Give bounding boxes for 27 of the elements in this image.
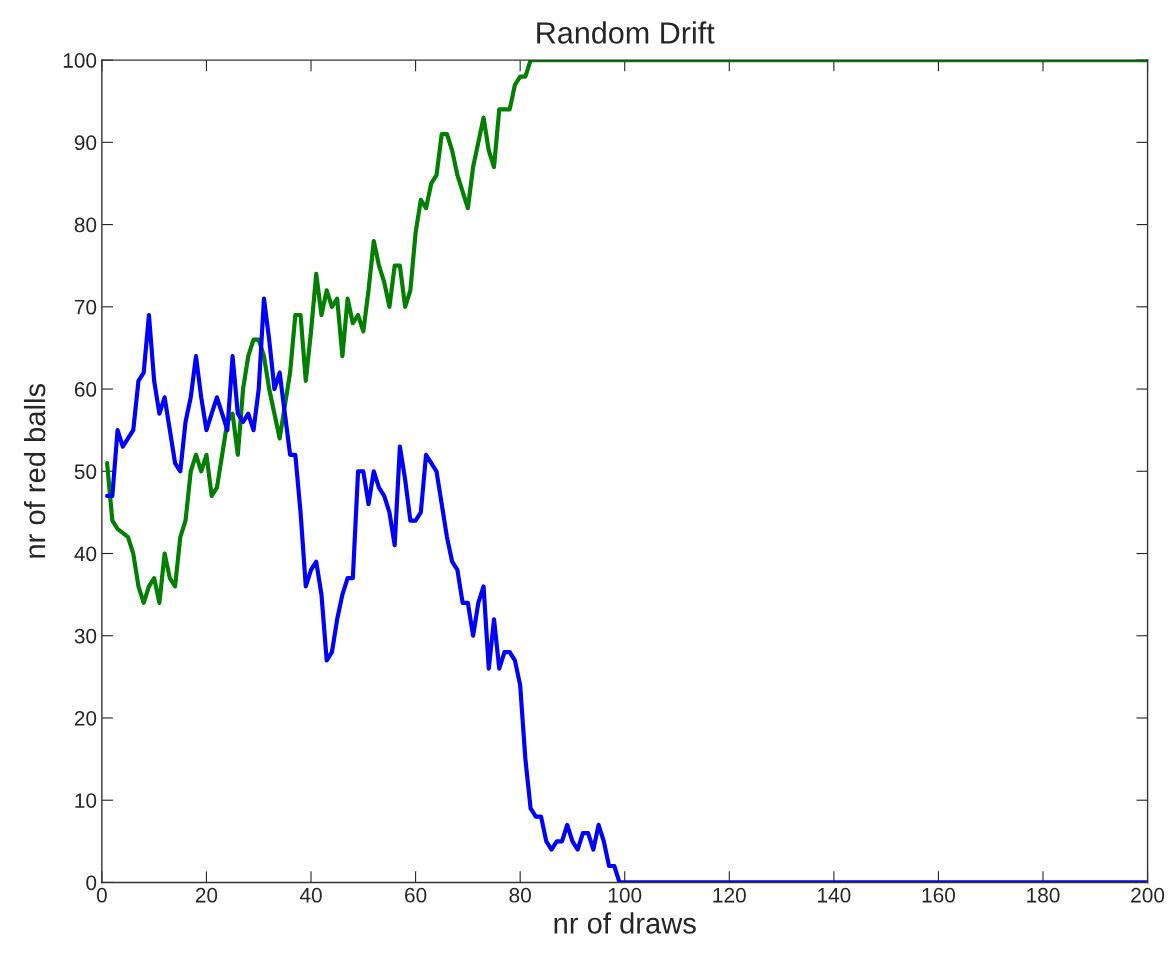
x-tick-label: 100 bbox=[608, 887, 642, 903]
y-tick-label: 40 bbox=[74, 546, 97, 562]
x-tick-label: 0 bbox=[96, 887, 107, 903]
line-series bbox=[105, 60, 1148, 605]
y-tick-label: 0 bbox=[86, 875, 97, 891]
x-tick-label: 40 bbox=[299, 887, 322, 903]
y-axis-title: nr of red balls bbox=[23, 383, 46, 558]
x-tick-label: 60 bbox=[405, 887, 427, 903]
y-tick-label: 10 bbox=[75, 793, 97, 808]
chart-title: Random Drift bbox=[537, 21, 715, 44]
y-tick-label: 70 bbox=[74, 299, 97, 315]
y-tick-label: 50 bbox=[74, 464, 97, 480]
x-axis-title: nr of draws bbox=[554, 912, 696, 934]
x-tick-label: 20 bbox=[195, 887, 218, 903]
y-tick-label: 100 bbox=[63, 53, 97, 68]
x-tick-label: 80 bbox=[509, 887, 531, 903]
y-tick-label: 20 bbox=[74, 710, 97, 726]
x-tick-label: 200 bbox=[1131, 887, 1165, 903]
y-tick-label: 80 bbox=[74, 217, 97, 233]
y-tick-label: 30 bbox=[74, 628, 97, 644]
y-tick-label: 90 bbox=[74, 135, 97, 151]
y-tick-label: 60 bbox=[74, 382, 97, 397]
x-tick-label: 140 bbox=[818, 887, 851, 903]
line-series bbox=[105, 296, 1148, 883]
x-tick-label: 180 bbox=[1027, 887, 1060, 903]
x-tick-label: 120 bbox=[713, 887, 746, 903]
x-tick-label: 160 bbox=[922, 887, 956, 903]
